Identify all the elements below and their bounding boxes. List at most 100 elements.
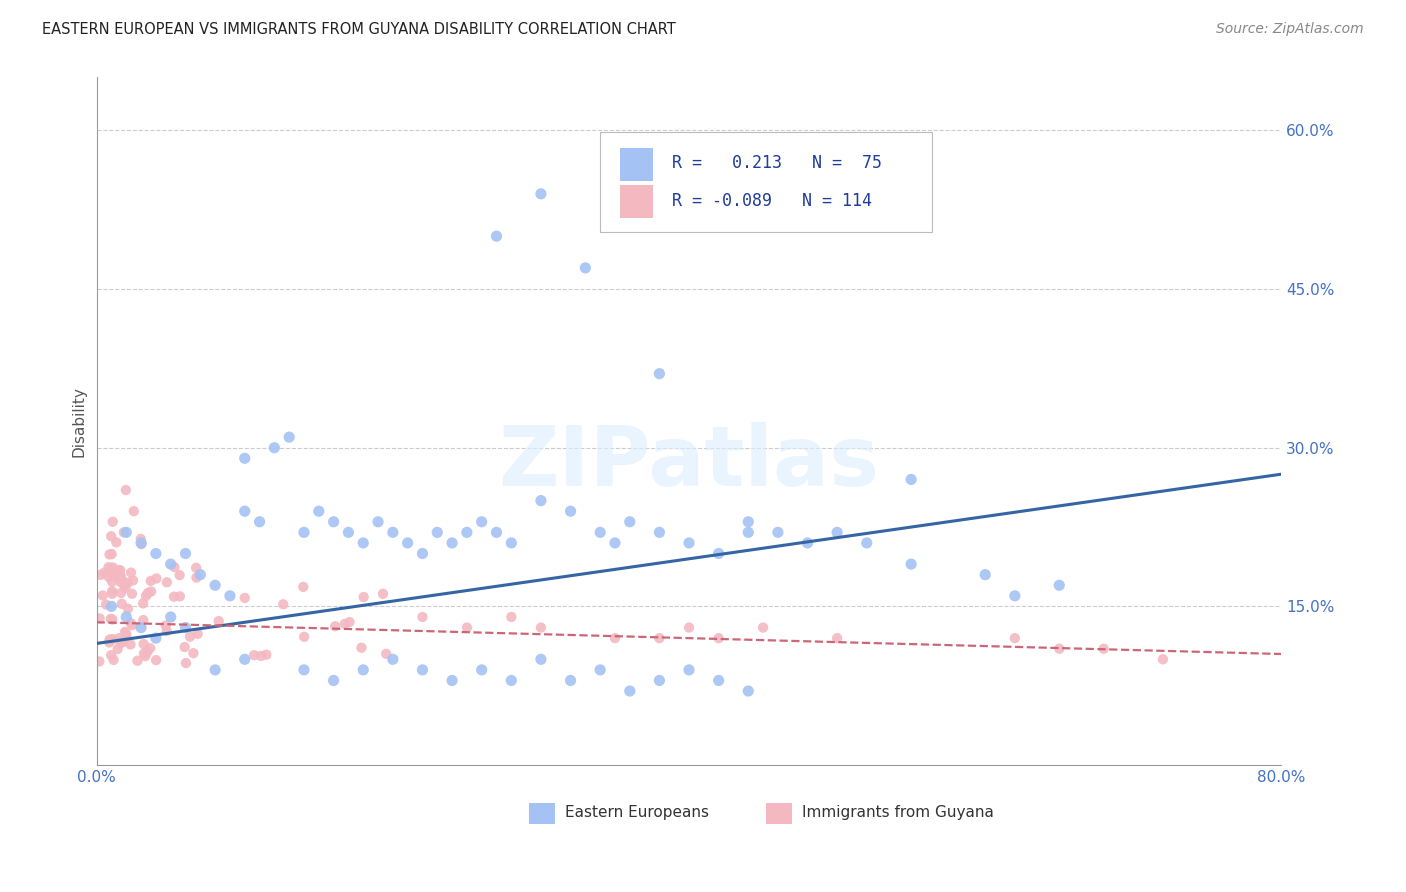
Point — [501, 536, 523, 550]
Point — [114, 581, 136, 595]
Point — [115, 610, 138, 624]
Point — [678, 621, 700, 635]
Point — [139, 574, 162, 588]
Point — [129, 621, 152, 635]
Point — [110, 568, 132, 582]
Point — [135, 589, 157, 603]
Point — [501, 610, 523, 624]
Point — [169, 568, 191, 582]
Point — [127, 654, 149, 668]
Point — [308, 504, 330, 518]
Point — [101, 632, 124, 646]
Point — [114, 624, 136, 639]
Point — [120, 637, 142, 651]
Point — [121, 618, 143, 632]
Point — [163, 560, 186, 574]
Point — [249, 515, 271, 529]
Text: EASTERN EUROPEAN VS IMMIGRANTS FROM GUYANA DISABILITY CORRELATION CHART: EASTERN EUROPEAN VS IMMIGRANTS FROM GUYA… — [42, 22, 676, 37]
Point — [381, 525, 404, 540]
Point — [337, 525, 360, 540]
Point — [1152, 652, 1174, 666]
Point — [115, 483, 138, 497]
Point — [619, 684, 641, 698]
Point — [129, 536, 152, 550]
Point — [159, 557, 181, 571]
Point — [855, 536, 877, 550]
Point — [1092, 641, 1115, 656]
Point — [184, 561, 207, 575]
Point — [145, 631, 167, 645]
Point — [471, 663, 494, 677]
Point — [219, 589, 242, 603]
Point — [456, 525, 478, 540]
Point — [574, 260, 596, 275]
Point — [110, 571, 132, 585]
Point — [101, 567, 124, 582]
Point — [603, 631, 626, 645]
Point — [112, 525, 135, 540]
Point — [94, 598, 117, 612]
Point — [707, 547, 730, 561]
Point — [1004, 589, 1026, 603]
Point — [156, 575, 179, 590]
Point — [1047, 641, 1070, 656]
Point — [1047, 578, 1070, 592]
Point — [100, 648, 122, 662]
Point — [110, 574, 132, 589]
Point — [93, 566, 115, 580]
Point — [186, 571, 208, 585]
Point — [111, 635, 134, 649]
Point — [120, 616, 142, 631]
Point — [100, 612, 122, 626]
Point — [107, 563, 129, 577]
Point — [292, 663, 315, 677]
Point — [737, 515, 759, 529]
Text: R =   0.213   N =  75: R = 0.213 N = 75 — [672, 154, 883, 172]
Point — [752, 621, 775, 635]
FancyBboxPatch shape — [766, 803, 792, 823]
Point — [98, 548, 121, 562]
Point — [91, 589, 114, 603]
Point — [589, 663, 612, 677]
Point — [501, 673, 523, 688]
Point — [350, 640, 373, 655]
Point — [179, 630, 201, 644]
Point — [121, 587, 143, 601]
Point — [145, 572, 167, 586]
Point — [187, 627, 209, 641]
Point — [145, 653, 167, 667]
Point — [101, 574, 124, 589]
Point — [707, 631, 730, 645]
Point — [243, 648, 266, 663]
Point — [100, 547, 122, 561]
Point — [110, 636, 132, 650]
Point — [117, 601, 139, 615]
Point — [122, 574, 145, 588]
Point — [115, 525, 138, 540]
Point — [411, 663, 433, 677]
Point — [155, 618, 177, 632]
Point — [122, 504, 145, 518]
Point — [97, 570, 120, 584]
Point — [352, 663, 374, 677]
Point — [134, 649, 156, 664]
Point — [900, 557, 922, 571]
Point — [204, 578, 226, 592]
Point — [98, 635, 121, 649]
Point — [250, 648, 273, 663]
Point — [110, 572, 132, 586]
Point — [292, 580, 315, 594]
Point — [233, 591, 256, 605]
Point — [163, 590, 186, 604]
Point — [322, 515, 344, 529]
Point — [117, 575, 139, 590]
Point — [737, 525, 759, 540]
Point — [278, 430, 301, 444]
Point — [766, 525, 789, 540]
Point — [159, 610, 181, 624]
Point — [139, 641, 162, 656]
Y-axis label: Disability: Disability — [72, 386, 86, 457]
Point — [90, 567, 112, 582]
Point — [292, 630, 315, 644]
Point — [110, 563, 132, 577]
